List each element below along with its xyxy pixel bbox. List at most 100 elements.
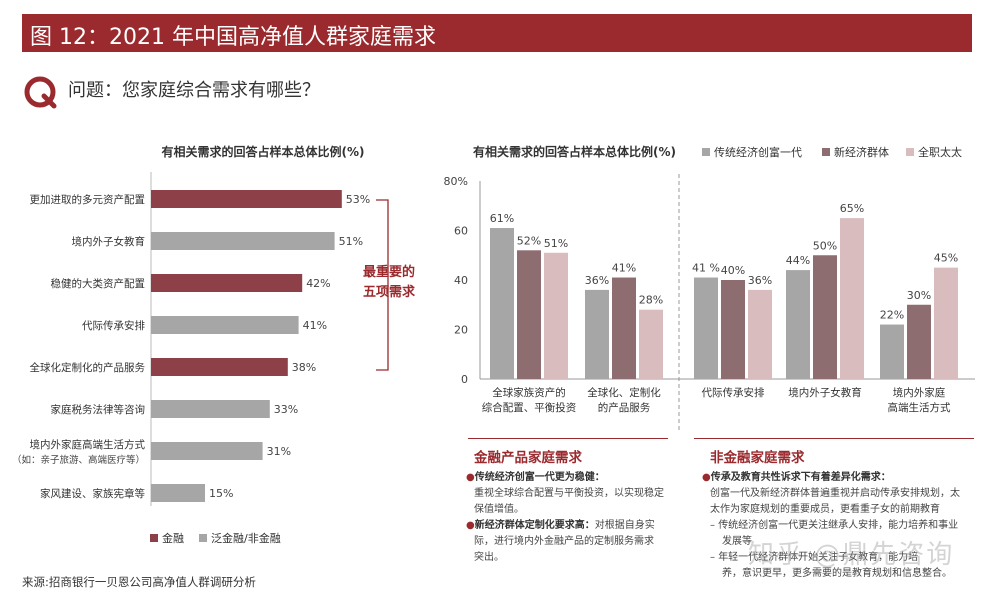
value-label: 65% xyxy=(840,202,864,215)
value-label: 41% xyxy=(612,262,636,275)
title-bar: 图 12：2021 年中国高净值人群家庭需求 xyxy=(22,14,972,52)
bar xyxy=(840,218,864,379)
value-label: 36% xyxy=(748,274,772,287)
non-financial-needs-text: ●传承及教育共性诉求下有着差异化需求： 创富一代及新经济群体普遍重视并启动传承安… xyxy=(702,470,992,582)
value-label: 40% xyxy=(721,264,745,277)
category-label: 全球化、定制化 xyxy=(587,386,661,399)
watermark: 知乎 @鼎先咨询 xyxy=(748,540,955,570)
bar xyxy=(151,400,270,418)
value-label: 61% xyxy=(490,212,514,225)
item-lead: 传统经济创富一代更为稳健： xyxy=(474,472,605,483)
sub-line: 发展等 xyxy=(722,536,752,547)
value-label: 28% xyxy=(639,294,663,307)
legend-swatch xyxy=(822,148,830,156)
bar xyxy=(151,274,303,292)
bar xyxy=(151,190,342,208)
category-label: 综合配置、平衡投资 xyxy=(482,401,577,414)
bar xyxy=(786,270,810,379)
category-label: 更加进取的多元资产配置 xyxy=(30,193,146,206)
category-label: 稳健的大类资产配置 xyxy=(51,277,146,290)
legend-label: 传统经济创富一代 xyxy=(714,145,802,159)
sub-line: 传统经济创富一代更关注继承人安排，能力培养和事业 xyxy=(718,520,959,531)
item-line: 突出。 xyxy=(474,552,504,563)
item-lead: 传承及教育共性诉求下有着差异化需求： xyxy=(710,472,891,483)
page-title: 图 12：2021 年中国高净值人群家庭需求 xyxy=(30,25,436,50)
bar xyxy=(748,289,772,379)
bar xyxy=(721,280,745,379)
category-label: 高端生活方式 xyxy=(888,401,951,414)
bar xyxy=(612,277,636,379)
bar xyxy=(544,252,568,379)
panel-divider xyxy=(694,438,974,439)
y-tick-label: 0 xyxy=(461,373,468,386)
item-line: 重视全球综合配置与平衡投资，以实现稳定 xyxy=(474,488,664,499)
legend-label: 金融 xyxy=(162,531,184,545)
bar xyxy=(151,442,263,460)
category-label: 境内外子女教育 xyxy=(788,386,862,399)
bar xyxy=(880,324,904,379)
legend-swatch xyxy=(199,534,207,542)
bar xyxy=(517,250,541,379)
value-label: 51% xyxy=(544,237,568,250)
bar xyxy=(813,255,837,379)
bracket xyxy=(376,199,389,371)
value-label: 15% xyxy=(209,487,233,500)
item-line: 际，进行境内外金融产品的定制服务需求 xyxy=(474,536,654,547)
category-note: （如：亲子旅游、高端医疗等） xyxy=(12,454,145,466)
item-line: 保值增值。 xyxy=(474,504,524,515)
financial-needs-heading: 金融产品家庭需求 xyxy=(474,450,582,466)
non-financial-needs-heading: 非金融家庭需求 xyxy=(710,450,805,466)
question-text: 问题：您家庭综合需求有哪些？ xyxy=(68,80,320,101)
panel-divider xyxy=(468,438,668,439)
value-label: 38% xyxy=(292,361,316,374)
y-tick-label: 80% xyxy=(444,175,468,188)
value-label: 51% xyxy=(339,235,363,248)
bar xyxy=(694,277,718,379)
value-label: 41% xyxy=(303,319,327,332)
source-note: 来源:招商银行一贝恩公司高净值人群调研分析 xyxy=(22,575,256,589)
category-label: 境内外家庭 xyxy=(893,386,946,399)
value-label: 36% xyxy=(585,274,609,287)
horizontal-bar-chart: 有相关需求的回答占样本总体比例(%) 53% 更加进取的多元资产配置 51% 境内外子女… xyxy=(12,144,416,545)
item-lead: 新经济群体定制化要求高： xyxy=(474,520,595,531)
category-label: 全球家族资产的 xyxy=(492,386,566,399)
legend-label: 新经济群体 xyxy=(834,145,889,159)
value-label: 22% xyxy=(880,309,904,322)
legend-swatch xyxy=(702,148,710,156)
value-label: 44% xyxy=(786,254,810,267)
grouped-bar-chart: 有相关需求的回答占样本总体比例(%) 传统经济创富一代 新经济群体 全职太太 0 20 40… xyxy=(444,144,975,430)
category-label: 家庭税务法律等咨询 xyxy=(51,403,146,416)
y-tick-label: 20 xyxy=(454,324,468,337)
legend-label: 泛金融/非金融 xyxy=(211,531,281,545)
legend-label: 全职太太 xyxy=(918,145,962,159)
chart-title: 有相关需求的回答占样本总体比例(%) xyxy=(473,144,676,159)
chart-title: 有相关需求的回答占样本总体比例(%) xyxy=(162,144,365,159)
category-label: 境内外家庭高端生活方式 xyxy=(30,438,146,451)
bar xyxy=(585,289,609,379)
legend-swatch xyxy=(906,148,914,156)
financial-needs-text: ●传统经济创富一代更为稳健： 重视全球综合配置与平衡投资，以实现稳定 保值增值。… xyxy=(466,470,676,566)
value-label: 50% xyxy=(813,239,837,252)
bar xyxy=(934,267,958,379)
item-lead-rest: 对根据自身实 xyxy=(594,520,655,531)
y-tick-label: 40 xyxy=(454,274,468,287)
value-label: 33% xyxy=(274,403,298,416)
value-label: 31% xyxy=(267,445,291,458)
value-label: 41 % xyxy=(692,262,720,275)
bar xyxy=(490,228,514,379)
bar xyxy=(151,484,205,502)
value-label: 30% xyxy=(907,289,931,302)
bar xyxy=(151,232,335,250)
category-label: 家风建设、家族宪章等 xyxy=(40,487,145,500)
annotation-text: 五项需求 xyxy=(363,284,416,300)
annotation-text: 最重要的 xyxy=(363,264,415,280)
value-label: 52% xyxy=(517,234,541,247)
bar xyxy=(907,304,931,379)
value-label: 53% xyxy=(346,193,370,206)
bar xyxy=(151,316,299,334)
category-label: 代际传承安排 xyxy=(82,319,145,332)
question-icon xyxy=(24,76,57,109)
sub-line: 年轻一代经济群体开始关注子女教育，能力培 xyxy=(718,552,919,563)
category-label: 的产品服务 xyxy=(598,401,651,414)
value-label: 42% xyxy=(306,277,330,290)
